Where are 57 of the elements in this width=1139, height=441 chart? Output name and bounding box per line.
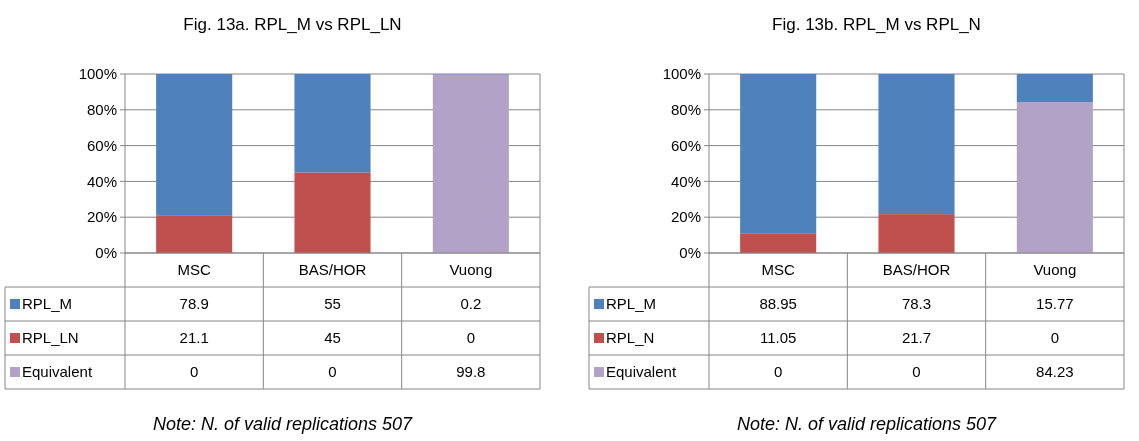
- bar: [878, 74, 955, 215]
- y-tick-label: 100%: [662, 65, 701, 83]
- bar: [156, 74, 233, 216]
- x-tick-label: Vuong: [449, 261, 493, 279]
- data-label: 0: [466, 329, 476, 347]
- legend-label: RPL_LN: [22, 329, 79, 347]
- bar: [878, 214, 955, 253]
- text: Note: N. of valid replications 507: [152, 414, 414, 434]
- data-label: 21.1: [179, 329, 209, 347]
- data-label: 0: [328, 363, 337, 381]
- data-label: 21.7: [901, 329, 932, 347]
- data-label: 0: [189, 363, 199, 381]
- data-label: 45: [324, 329, 341, 347]
- data-label: 84.23: [1036, 363, 1074, 381]
- y-tick-label: 20%: [86, 208, 117, 226]
- x-tick-label: BAS/HOR: [298, 261, 367, 279]
- chart-title: Fig. 13a. RPL_M vs RPL_LN: [183, 15, 402, 34]
- bar: [740, 233, 817, 253]
- y-tick-label: 60%: [86, 136, 117, 154]
- y-tick-label: 80%: [670, 101, 701, 119]
- legend-label: RPL_M: [606, 295, 657, 313]
- data-label: 88.95: [759, 295, 797, 313]
- y-tick-label: 60%: [670, 136, 701, 154]
- bar: [294, 74, 371, 173]
- x-tick-label: BAS/HOR: [882, 261, 951, 279]
- data-label: 11.05: [759, 329, 797, 347]
- legend-label: RPL_M: [22, 295, 73, 313]
- data-label: 0: [1050, 329, 1060, 347]
- y-tick-label: 40%: [86, 172, 117, 190]
- data-label: 78.3: [901, 295, 932, 313]
- x-tick-label: MSC: [761, 261, 795, 279]
- bar: [294, 172, 371, 253]
- data-label: 0: [912, 363, 921, 381]
- data-label: 0.2: [460, 295, 482, 313]
- data-label: 0: [773, 363, 783, 381]
- bar: [156, 215, 233, 253]
- data-label: 99.8: [456, 363, 486, 381]
- bar: [432, 74, 509, 253]
- y-tick-label: 0%: [95, 244, 117, 262]
- bar: [1016, 102, 1093, 253]
- y-tick-label: 80%: [86, 101, 117, 119]
- y-tick-label: 100%: [78, 65, 117, 83]
- data-label: 78.9: [179, 295, 209, 313]
- legend-label: Equivalent: [606, 363, 677, 381]
- data-label: 15.77: [1036, 295, 1074, 313]
- data-label: 55: [324, 295, 341, 313]
- bar: [740, 74, 817, 234]
- legend-label: Equivalent: [22, 363, 93, 381]
- text: Note: N. of valid replications 507: [736, 414, 998, 434]
- x-tick-label: MSC: [177, 261, 211, 279]
- y-tick-label: 20%: [670, 208, 701, 226]
- legend-label: RPL_N: [606, 329, 655, 347]
- y-tick-label: 0%: [679, 244, 701, 262]
- bar: [1016, 74, 1093, 103]
- y-tick-label: 40%: [670, 172, 701, 190]
- chart-title: Fig. 13b. RPL_M vs RPL_N: [772, 15, 981, 34]
- x-tick-label: Vuong: [1033, 261, 1077, 279]
